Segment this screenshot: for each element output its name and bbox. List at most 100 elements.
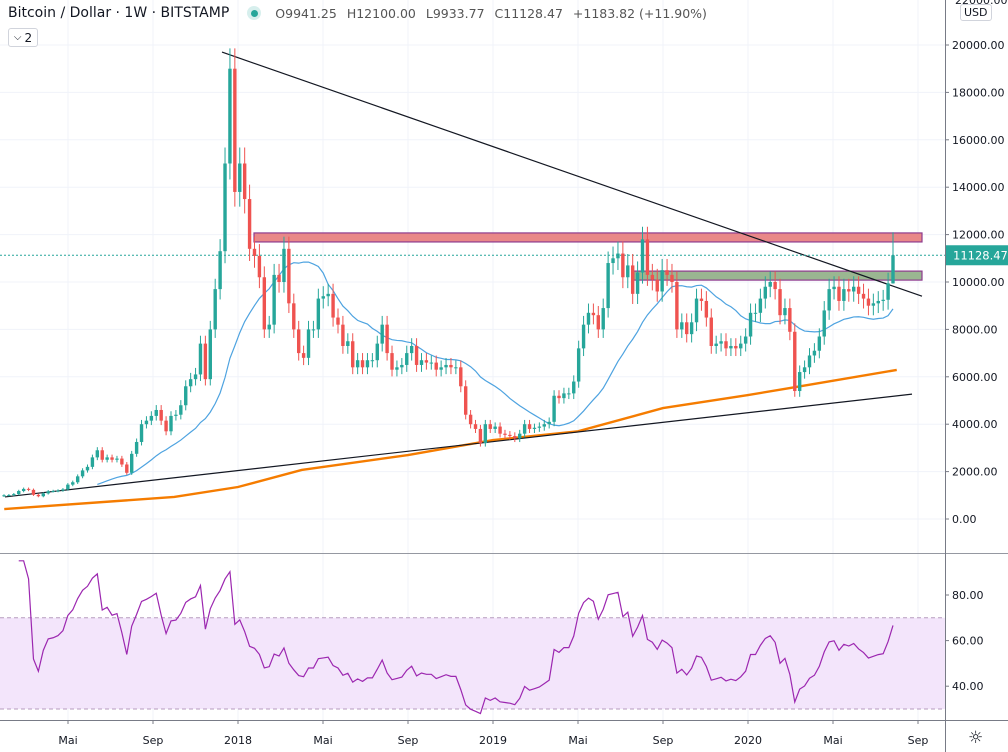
candle-body <box>591 312 596 316</box>
candle-body <box>292 303 296 330</box>
candle-body <box>498 426 502 434</box>
candle-body <box>346 341 350 346</box>
candle-body <box>380 324 384 344</box>
candle-body <box>866 298 871 306</box>
candle-body <box>12 494 16 496</box>
candle-body <box>739 343 743 349</box>
candle-body <box>184 386 188 406</box>
candle-body <box>238 163 242 192</box>
close-label: C <box>494 5 504 21</box>
trendline <box>221 51 923 297</box>
open-label: O <box>275 5 286 21</box>
rsi-tick-label: 40.00 <box>952 680 984 693</box>
candle-body <box>351 341 355 368</box>
candle-body <box>493 426 497 429</box>
candle-body <box>842 289 846 301</box>
candle-body <box>537 426 542 428</box>
symbol-title[interactable]: Bitcoin / Dollar · 1W · BITSTAMP <box>8 5 230 21</box>
candle-body <box>17 491 21 495</box>
candle-body <box>193 374 198 380</box>
candle-body <box>130 453 134 473</box>
candle-body <box>635 272 640 294</box>
candle-body <box>213 289 217 330</box>
candle-body <box>424 360 429 363</box>
candle-body <box>699 298 704 301</box>
rsi-tick-label: 60.00 <box>952 635 984 648</box>
candle-body <box>2 495 6 497</box>
candle-body <box>164 420 168 432</box>
candle-body <box>75 476 80 483</box>
price-tick-label: 4000.00 <box>952 418 998 431</box>
price-tick-label: 20000.00 <box>952 39 1005 52</box>
candle-body <box>306 329 311 358</box>
candle-body <box>675 282 679 330</box>
candle-body <box>513 436 517 439</box>
candle-body <box>881 299 885 301</box>
candle-body <box>242 163 247 200</box>
candle-body <box>105 457 109 460</box>
candle-body <box>856 286 861 294</box>
candle-body <box>729 345 733 349</box>
candle-body <box>414 345 419 365</box>
candle-body <box>488 424 492 429</box>
candle-body <box>365 360 370 368</box>
time-tick-label: Sep <box>908 734 929 747</box>
candle-body <box>802 367 807 373</box>
indicator-lines <box>0 51 945 715</box>
candle-body <box>144 420 149 425</box>
candle-body <box>31 489 36 495</box>
candle-body <box>188 379 193 387</box>
candle-body <box>518 433 522 439</box>
price-tick-label: 12000.00 <box>952 229 1005 242</box>
candle-body <box>596 315 601 330</box>
candle-body <box>891 255 895 284</box>
candle-body <box>56 490 60 492</box>
candle-body <box>405 353 409 365</box>
sun-icon[interactable]: ☼ <box>968 728 984 748</box>
candle-body <box>95 450 100 458</box>
price-tick-label: 8000.00 <box>952 323 998 336</box>
candle-body <box>71 482 75 485</box>
candle-body <box>572 381 576 394</box>
sma-line <box>97 261 894 486</box>
candle-body <box>793 331 797 392</box>
candle-body <box>753 312 758 314</box>
candle-body <box>532 427 537 429</box>
candle-body <box>80 470 85 477</box>
candle-body <box>247 199 252 249</box>
time-tick-label: Sep <box>653 734 674 747</box>
candle-body <box>360 360 365 368</box>
candle-body <box>301 353 306 358</box>
candle-body <box>385 324 389 354</box>
candle-body <box>439 367 443 370</box>
candle-body <box>390 353 394 370</box>
candle-body <box>419 360 424 365</box>
resistance-zone <box>253 232 923 243</box>
indicators-toggle-button[interactable]: ⌵ 2 <box>8 28 38 47</box>
grid <box>0 0 945 720</box>
candle-body <box>473 424 478 429</box>
candle-body <box>375 343 379 361</box>
candle-body <box>478 428 483 444</box>
candle-body <box>807 355 812 368</box>
candle-body <box>886 283 890 300</box>
candle-body <box>758 298 763 313</box>
candle-body <box>336 317 340 325</box>
candle-body <box>100 450 104 460</box>
time-tick-label: Sep <box>398 734 419 747</box>
candle-body <box>832 286 836 290</box>
price-tick-label: 0.00 <box>952 513 977 526</box>
candle-body <box>429 362 434 364</box>
currency-button[interactable]: USD <box>960 4 992 21</box>
candle-body <box>174 414 178 416</box>
candle-body <box>159 409 163 421</box>
candle-body <box>847 289 851 292</box>
candle-body <box>522 424 527 434</box>
candle-body <box>125 464 129 473</box>
candle-body <box>36 494 41 497</box>
candle-body <box>7 495 11 497</box>
close-value: 11128.47 <box>503 5 563 21</box>
candle-body <box>783 308 787 316</box>
candle-body <box>282 248 286 282</box>
